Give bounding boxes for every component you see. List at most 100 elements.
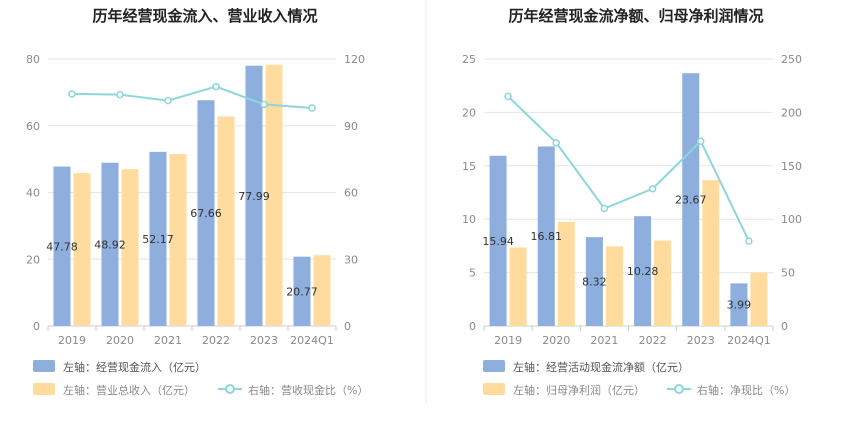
bar-primary <box>197 100 215 326</box>
left-tick-label: 15 <box>462 160 476 173</box>
legend-swatch-revenue <box>33 383 55 395</box>
legend-label-revenue: 左轴：营业总收入（亿元） <box>63 383 195 397</box>
bar-primary <box>489 155 507 326</box>
bar-secondary <box>265 64 283 326</box>
ratio-point <box>212 82 220 91</box>
left-axis-ticks: 0 5 10 15 20 25 <box>462 53 476 333</box>
legend-swatch-net-profit <box>483 383 505 395</box>
right-tick-label: 250 <box>781 53 802 66</box>
legend-swatch-net-cash <box>483 360 505 372</box>
bars <box>53 64 331 326</box>
right-axis-ticks: 0 50 100 150 200 250 <box>781 53 802 333</box>
right-tick-label: 0 <box>344 320 351 333</box>
bar-secondary <box>217 116 235 326</box>
bar-secondary <box>73 173 91 326</box>
left-tick-label: 25 <box>462 53 476 66</box>
chart-net-cash-profit: 历年经营现金流净额、归母净利润情况 0 5 10 15 20 25 0 50 100 150 20… <box>462 7 802 397</box>
ratio-line <box>504 92 753 245</box>
bar-secondary <box>509 247 527 326</box>
left-tick-label: 60 <box>26 120 40 133</box>
bar-primary <box>53 166 71 326</box>
bar-primary <box>537 146 555 326</box>
bar-primary <box>682 73 700 326</box>
bar-secondary <box>654 240 672 326</box>
right-tick-label: 90 <box>344 120 358 133</box>
ratio-point <box>68 90 76 98</box>
bar-value-label: 77.99 <box>238 190 270 203</box>
bar-value-label: 10.28 <box>627 265 659 278</box>
right-tick-label: 50 <box>781 267 795 280</box>
bar-secondary <box>702 180 720 326</box>
ratio-point <box>260 100 268 109</box>
x-tick-label: 2023 <box>250 334 278 347</box>
bar-value-label: 20.77 <box>286 285 318 298</box>
chart-title: 历年经营现金流净额、归母净利润情况 <box>508 7 763 25</box>
legend-label-ratio: 右轴：营收现金比（%） <box>248 383 368 397</box>
bar-secondary <box>605 246 623 326</box>
data-labels: 15.94 16.81 8.32 10.28 23.67 3.99 <box>482 194 751 312</box>
left-tick-label: 20 <box>26 253 40 266</box>
x-tick-label: 2022 <box>202 334 230 347</box>
bars <box>489 73 768 326</box>
x-tick-label: 2019 <box>494 334 522 347</box>
bar-value-label: 15.94 <box>482 235 514 248</box>
bar-primary <box>149 151 167 326</box>
ratio-line-path <box>507 95 750 242</box>
left-tick-label: 80 <box>26 53 40 66</box>
bar-primary <box>730 283 748 326</box>
legend-swatch-ratio-marker <box>674 384 684 394</box>
right-tick-label: 150 <box>781 160 802 173</box>
left-tick-label: 0 <box>33 320 40 333</box>
bar-value-label: 8.32 <box>582 276 607 289</box>
x-tick-label: 2020 <box>542 334 570 347</box>
legend-label-cash-inflow: 左轴：经营现金流入（亿元） <box>63 360 206 374</box>
bar-primary <box>585 237 603 326</box>
legend-swatch-ratio-marker <box>225 384 235 394</box>
legend-label-net-cash: 左轴：经营活动现金流净额（亿元） <box>513 360 689 374</box>
left-tick-label: 10 <box>462 213 476 226</box>
bar-primary <box>293 256 311 326</box>
right-tick-label: 200 <box>781 106 802 119</box>
x-tick-label: 2019 <box>58 334 86 347</box>
bar-secondary <box>750 272 768 326</box>
ratio-point <box>600 204 609 213</box>
bar-value-label: 3.99 <box>727 299 752 312</box>
grid <box>484 58 773 327</box>
x-tick-label: 2021 <box>590 334 618 347</box>
bar-primary <box>634 216 652 326</box>
x-axis-ticks: 2019 2020 2021 2022 2023 2024Q1 <box>47 326 337 347</box>
left-tick-label: 40 <box>26 187 40 200</box>
bar-value-label: 52.17 <box>142 233 174 246</box>
x-tick-label: 2023 <box>687 334 715 347</box>
bar-value-label: 47.78 <box>46 240 78 253</box>
right-tick-label: 100 <box>781 213 802 226</box>
legend-label-ratio: 右轴：净现比（%） <box>697 383 795 397</box>
chart-title: 历年经营现金流入、营业收入情况 <box>92 7 317 25</box>
ratio-point <box>745 237 753 245</box>
right-tick-label: 60 <box>344 187 358 200</box>
ratio-line-path <box>71 85 313 109</box>
ratio-line <box>68 82 316 112</box>
ratio-point <box>164 96 172 105</box>
ratio-point <box>116 90 124 99</box>
x-tick-label: 2020 <box>106 334 134 347</box>
x-axis-ticks: 2019 2020 2021 2022 2023 2024Q1 <box>483 326 774 347</box>
ratio-point <box>308 104 316 112</box>
right-tick-label: 30 <box>344 253 358 266</box>
left-tick-label: 0 <box>469 320 476 333</box>
bar-value-label: 67.66 <box>190 207 222 220</box>
chart-cash-inflow-revenue: 历年经营现金流入、营业收入情况 0 20 40 60 80 0 30 60 90 120 201… <box>26 7 368 397</box>
right-tick-label: 120 <box>344 53 365 66</box>
x-tick-label: 2024Q1 <box>290 334 334 347</box>
ratio-point <box>504 92 512 101</box>
bar-primary <box>245 65 263 326</box>
legend-label-net-profit: 左轴：归母净利润（亿元） <box>513 383 645 397</box>
left-tick-label: 5 <box>469 267 476 280</box>
bar-value-label: 23.67 <box>675 194 707 207</box>
legend-swatch-cash-inflow <box>33 360 55 372</box>
ratio-point <box>552 139 560 147</box>
bar-value-label: 48.92 <box>94 238 126 251</box>
bar-secondary <box>169 154 187 326</box>
